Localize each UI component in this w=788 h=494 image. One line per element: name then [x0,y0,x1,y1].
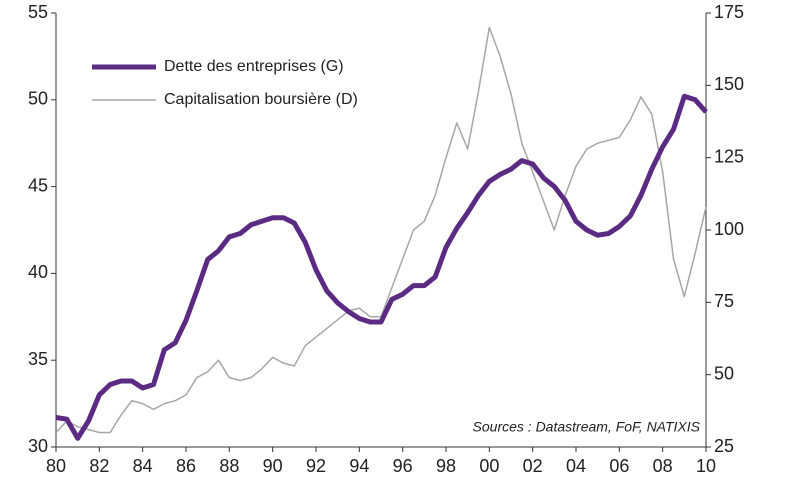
x-tick-label: 80 [46,456,66,476]
x-tick-label: 10 [696,456,716,476]
x-tick-label: 00 [479,456,499,476]
series-line [55,93,708,441]
x-tick-label: 98 [436,456,456,476]
x-tick-label: 06 [609,456,629,476]
y-tick-label: 55 [28,2,48,22]
y2-tick-label: 150 [714,74,744,94]
y-tick-label: 50 [28,89,48,109]
y-tick-label: 30 [28,436,48,456]
legend-label: Capitalisation boursière (D) [164,91,358,108]
y2-tick-label: 25 [714,436,734,456]
legend-label: Dette des entreprises (G) [164,58,344,75]
series-line [55,26,707,434]
x-tick-label: 96 [393,456,413,476]
x-tick-label: 08 [653,456,673,476]
y2-tick-label: 50 [714,363,734,383]
x-tick-label: 04 [566,456,586,476]
y2-tick-label: 175 [714,2,744,22]
x-tick-label: 86 [176,456,196,476]
y2-tick-label: 100 [714,219,744,239]
y2-tick-label: 125 [714,146,744,166]
y-tick-label: 40 [28,262,48,282]
y2-tick-label: 75 [714,291,734,311]
x-tick-label: 88 [219,456,239,476]
annotation: Sources : Datastream, FoF, NATIXIS [473,419,701,435]
x-tick-label: 02 [523,456,543,476]
y-tick-label: 45 [28,175,48,195]
x-tick-label: 82 [89,456,109,476]
x-tick-label: 94 [349,456,369,476]
y-tick-label: 35 [28,349,48,369]
x-tick-label: 92 [306,456,326,476]
x-tick-label: 90 [263,456,283,476]
x-tick-label: 84 [133,456,153,476]
